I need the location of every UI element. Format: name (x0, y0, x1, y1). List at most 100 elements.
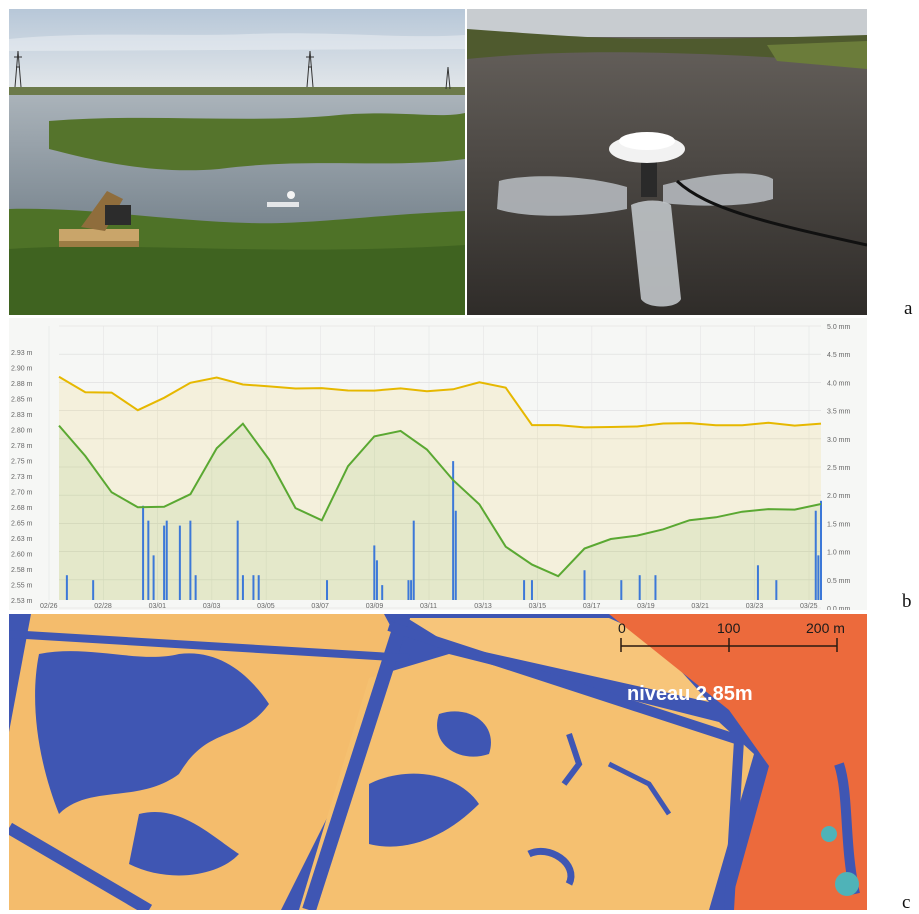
y-left-tick-label: 2.60 m (11, 552, 33, 559)
scale-tick-0: 0 (618, 620, 626, 636)
y-left-tick-label: 2.73 m (11, 474, 33, 481)
x-tick-label: 03/13 (474, 603, 492, 610)
precip-bar (152, 555, 155, 600)
precip-bar (375, 560, 378, 600)
y-left-tick-label: 2.58 m (11, 567, 33, 574)
field-top (407, 618, 709, 702)
field-high (609, 614, 867, 910)
water-level-chart: 2.93 m 2.90 m 2.88 m 2.85 m 2.83 m 2.80 m 2.78… (9, 318, 867, 610)
y-left-tick-label: 2.90 m (11, 366, 33, 373)
gnss-buoy (497, 132, 867, 307)
x-tick-label: 03/23 (746, 603, 764, 610)
precip-bar (165, 520, 168, 600)
x-tick-label: 03/15 (529, 603, 547, 610)
photo-right (467, 9, 867, 315)
x-tick-label: 03/21 (691, 603, 709, 610)
x-axis: 02/26 02/28 03/01 03/03 03/05 03/07 03/09 03/11… (40, 603, 818, 610)
y-right-tick-label: 3.5 mm (827, 409, 851, 416)
buoy-small (267, 191, 299, 207)
precip-bar (163, 525, 166, 600)
x-tick-label: 02/28 (94, 603, 112, 610)
precip-bar (530, 580, 533, 600)
x-tick-label: 03/25 (800, 603, 818, 610)
x-tick-label: 03/03 (203, 603, 221, 610)
water-level-map: 0 100 200 m niveau 2.85m (9, 614, 867, 910)
y-right-tick-label: 1.0 mm (827, 550, 851, 557)
x-tick-label: 02/26 (40, 603, 58, 610)
precip-bar (638, 575, 641, 600)
pallet-station (59, 191, 139, 247)
precip-bar (620, 580, 623, 600)
y-left-tick-label: 2.88 m (11, 381, 33, 388)
x-tick-label: 03/07 (311, 603, 329, 610)
y-right-tick-label: 3.0 mm (827, 437, 851, 444)
y-right-tick-label: 2.5 mm (827, 465, 851, 472)
y-left-tick-label: 2.55 m (11, 583, 33, 590)
y-axis-right: 5.0 mm 4.5 mm 4.0 mm 3.5 mm 3.0 mm 2.5 mm 2.0 … (827, 324, 851, 610)
precip-bar (194, 575, 197, 600)
y-right-tick-label: 0.0 mm (827, 606, 851, 610)
grid-lines (48, 325, 821, 609)
precip-bar (775, 580, 778, 600)
y-left-tick-label: 2.75 m (11, 459, 33, 466)
precip-bar (523, 580, 526, 600)
precip-bar (654, 575, 657, 600)
precip-bar (820, 500, 822, 600)
y-right-tick-label: 5.0 mm (827, 324, 851, 331)
x-tick-label: 03/09 (366, 603, 384, 610)
precip-bar (373, 545, 376, 600)
precip-bar (252, 575, 255, 600)
precip-bar (814, 510, 817, 600)
y-left-tick-label: 2.83 m (11, 412, 33, 419)
precip-bar (756, 565, 759, 600)
y-left-tick-label: 2.65 m (11, 521, 33, 528)
precip-bar (583, 570, 586, 600)
panel-label-c: c (902, 892, 911, 913)
panel-label-b: b (902, 591, 912, 612)
precip-bar (407, 580, 410, 600)
y-right-tick-label: 0.5 mm (827, 578, 851, 585)
precip-bars (65, 461, 822, 600)
precip-bar (381, 585, 384, 600)
precip-bar (326, 580, 329, 600)
level-label: niveau 2.85m (627, 683, 753, 705)
y-left-tick-label: 2.85 m (11, 397, 33, 404)
y-left-tick-label: 2.68 m (11, 505, 33, 512)
series-line (58, 375, 822, 429)
photo-left (9, 9, 465, 315)
y-left-tick-label: 2.53 m (11, 598, 33, 605)
x-tick-label: 03/19 (637, 603, 655, 610)
x-tick-label: 03/01 (149, 603, 167, 610)
precip-bar (452, 461, 455, 600)
y-left-tick-label: 2.70 m (11, 490, 33, 497)
y-right-tick-label: 1.5 mm (827, 521, 851, 528)
y-left-tick-label: 2.63 m (11, 536, 33, 543)
y-left-tick-label: 2.93 m (11, 350, 33, 357)
y-left-tick-label: 2.80 m (11, 428, 33, 435)
x-tick-label: 03/11 (420, 603, 437, 610)
y-right-tick-label: 4.0 mm (827, 380, 851, 387)
y-right-tick-label: 4.5 mm (827, 352, 851, 359)
y-right-tick-label: 2.0 mm (827, 493, 851, 500)
precip-bar (241, 575, 244, 600)
precip-bar (142, 505, 145, 600)
x-tick-label: 03/05 (257, 603, 275, 610)
y-left-tick-label: 2.78 m (11, 443, 33, 450)
scale-bar: 0 100 200 m (618, 620, 845, 652)
precip-bar (189, 520, 192, 600)
y-axis-left: 2.93 m 2.90 m 2.88 m 2.85 m 2.83 m 2.80 m 2.78… (11, 350, 33, 605)
precip-bar (257, 575, 260, 600)
series-lines (58, 375, 822, 578)
precip-bar (178, 525, 181, 600)
precip-bar (412, 520, 415, 600)
x-tick-label: 03/17 (583, 603, 601, 610)
scale-tick-100: 100 (717, 620, 741, 636)
scale-tick-200: 200 m (806, 620, 845, 636)
series-line (58, 422, 822, 578)
precip-bar (236, 520, 239, 600)
series-area (59, 423, 821, 600)
precip-bar (410, 580, 413, 600)
precip-bar (65, 575, 68, 600)
pylon-icon (14, 50, 451, 90)
precip-bar (147, 520, 150, 600)
